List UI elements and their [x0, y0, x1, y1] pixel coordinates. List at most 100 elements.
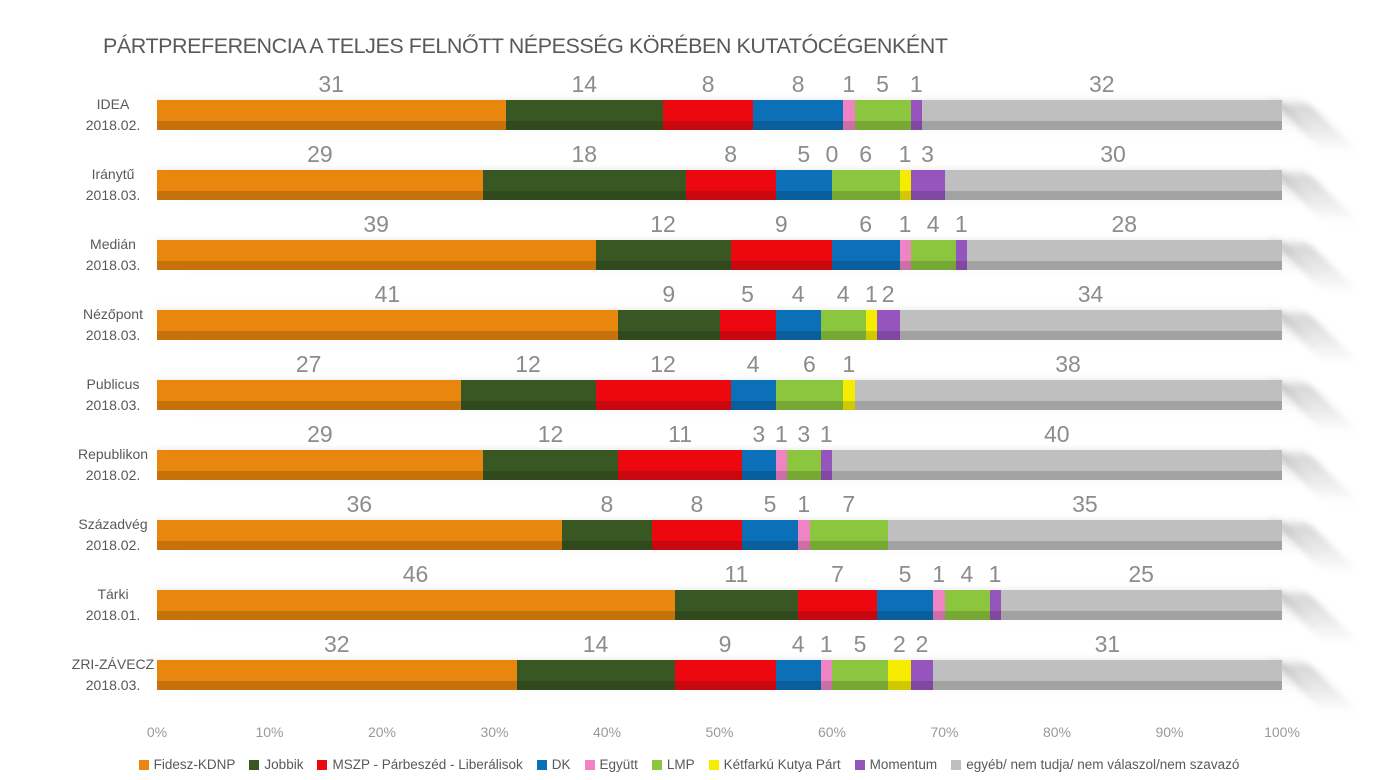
bar-segment [595, 240, 731, 270]
value-label: 3 [797, 421, 811, 447]
bar-segment [775, 310, 821, 340]
value-label: 4 [791, 631, 805, 657]
x-axis-tick-label: 60% [817, 724, 847, 740]
value-label: 12 [650, 211, 676, 237]
value-label: 30 [1100, 141, 1126, 167]
bar-shadow [1270, 100, 1372, 166]
category-name: Tárki [97, 586, 129, 602]
bar-shadow [1270, 380, 1372, 446]
bar-segment [562, 520, 652, 550]
category-label: IDEA 2018.02. [35, 94, 191, 136]
legend: Fidesz-KDNP Jobbik MSZP - Párbeszéd - Libe… [0, 757, 1378, 772]
bar-segment [922, 100, 1282, 130]
x-axis-tick-label: 0% [146, 724, 168, 740]
category-date: 2018.03. [85, 257, 141, 273]
value-label: 8 [724, 141, 738, 167]
value-label: 1 [932, 561, 946, 587]
bar-segment [483, 450, 619, 480]
bar-segment [843, 380, 855, 410]
value-label: 32 [324, 631, 350, 657]
value-label: 12 [650, 351, 676, 377]
bar-segment [899, 310, 1282, 340]
legend-swatch-icon [317, 759, 328, 770]
value-label: 38 [1055, 351, 1081, 377]
value-label: 4 [960, 561, 974, 587]
value-label: 4 [926, 211, 940, 237]
bar-shadow [1270, 590, 1372, 656]
value-label: 0 [825, 141, 839, 167]
bar-segment [877, 590, 934, 620]
category-label: Nézőpont 2018.03. [35, 304, 191, 346]
value-label: 2 [915, 631, 929, 657]
legend-label: LMP [666, 757, 695, 772]
value-label: 1 [954, 211, 968, 237]
bar-segment [820, 450, 832, 480]
bar-segment [674, 590, 799, 620]
value-label: 14 [571, 71, 598, 97]
value-label: 39 [363, 211, 389, 237]
value-label: 40 [1044, 421, 1070, 447]
bar-segment [854, 380, 1282, 410]
bar-segment [798, 590, 877, 620]
chart-title: PÁRTPREFERENCIA A TELJES FELNŐTT NÉPESSÉ… [103, 34, 948, 58]
bar-segment [843, 100, 855, 130]
value-label: 8 [690, 491, 704, 517]
legend-swatch-icon [536, 759, 547, 770]
value-label: 1 [797, 491, 811, 517]
value-label: 7 [842, 491, 856, 517]
legend-label: egyéb/ nem tudja/ nem válaszol/nem szava… [966, 757, 1240, 772]
bar-shadow [1270, 660, 1372, 726]
value-label: 7 [831, 561, 844, 587]
value-label: 1 [898, 211, 912, 237]
legend-item: DK [536, 757, 571, 772]
value-label: 11 [668, 421, 693, 447]
category-label: Republikon 2018.02. [35, 444, 191, 486]
bar-segment [652, 520, 742, 550]
bar-segment [820, 660, 832, 690]
value-label: 5 [741, 281, 754, 307]
bar-segment [1000, 590, 1282, 620]
value-label: 5 [763, 491, 777, 517]
value-label: 14 [582, 631, 609, 657]
legend-item: egyéb/ nem tudja/ nem válaszol/nem szava… [951, 757, 1239, 772]
category-name: Nézőpont [83, 306, 143, 322]
legend-swatch-icon [249, 759, 260, 770]
legend-label: DK [551, 757, 571, 772]
value-label: 31 [318, 71, 344, 97]
bar-segment [460, 380, 596, 410]
value-label: 35 [1072, 491, 1098, 517]
value-label: 2 [881, 281, 895, 307]
value-label: 1 [819, 421, 833, 447]
bar-segment [157, 380, 461, 410]
legend-item: Együtt [584, 757, 638, 772]
value-label: 3 [921, 141, 934, 167]
bar-segment [820, 310, 866, 340]
value-label: 25 [1128, 561, 1154, 587]
bar-segment [787, 450, 821, 480]
x-axis-tick-label: 20% [367, 724, 397, 740]
bar-segment [798, 520, 810, 550]
bar-segment [910, 100, 922, 130]
x-axis-tick-label: 10% [255, 724, 284, 740]
legend-swatch-icon [138, 759, 149, 770]
legend-label: Együtt [599, 757, 638, 772]
bar-segment [730, 380, 776, 410]
bar-segment [899, 240, 911, 270]
category-label: Századvég 2018.02. [35, 514, 191, 556]
x-axis-tick-label: 100% [1264, 724, 1300, 740]
bar-segment [157, 310, 619, 340]
value-label: 1 [842, 71, 856, 97]
value-label: 3 [752, 421, 766, 447]
legend-label: Jobbik [264, 757, 304, 772]
value-label: 8 [701, 71, 715, 97]
category-date: 2018.02. [85, 537, 141, 553]
bar-segment [989, 590, 1001, 620]
bar-segment [933, 660, 1282, 690]
category-name: Medián [90, 236, 136, 252]
value-label: 34 [1077, 281, 1104, 307]
bar-segment [742, 450, 776, 480]
bar-segment [910, 660, 934, 690]
legend-label: Kétfarkú Kutya Párt [723, 757, 841, 772]
value-label: 8 [791, 71, 805, 97]
bar-segment [854, 100, 911, 130]
